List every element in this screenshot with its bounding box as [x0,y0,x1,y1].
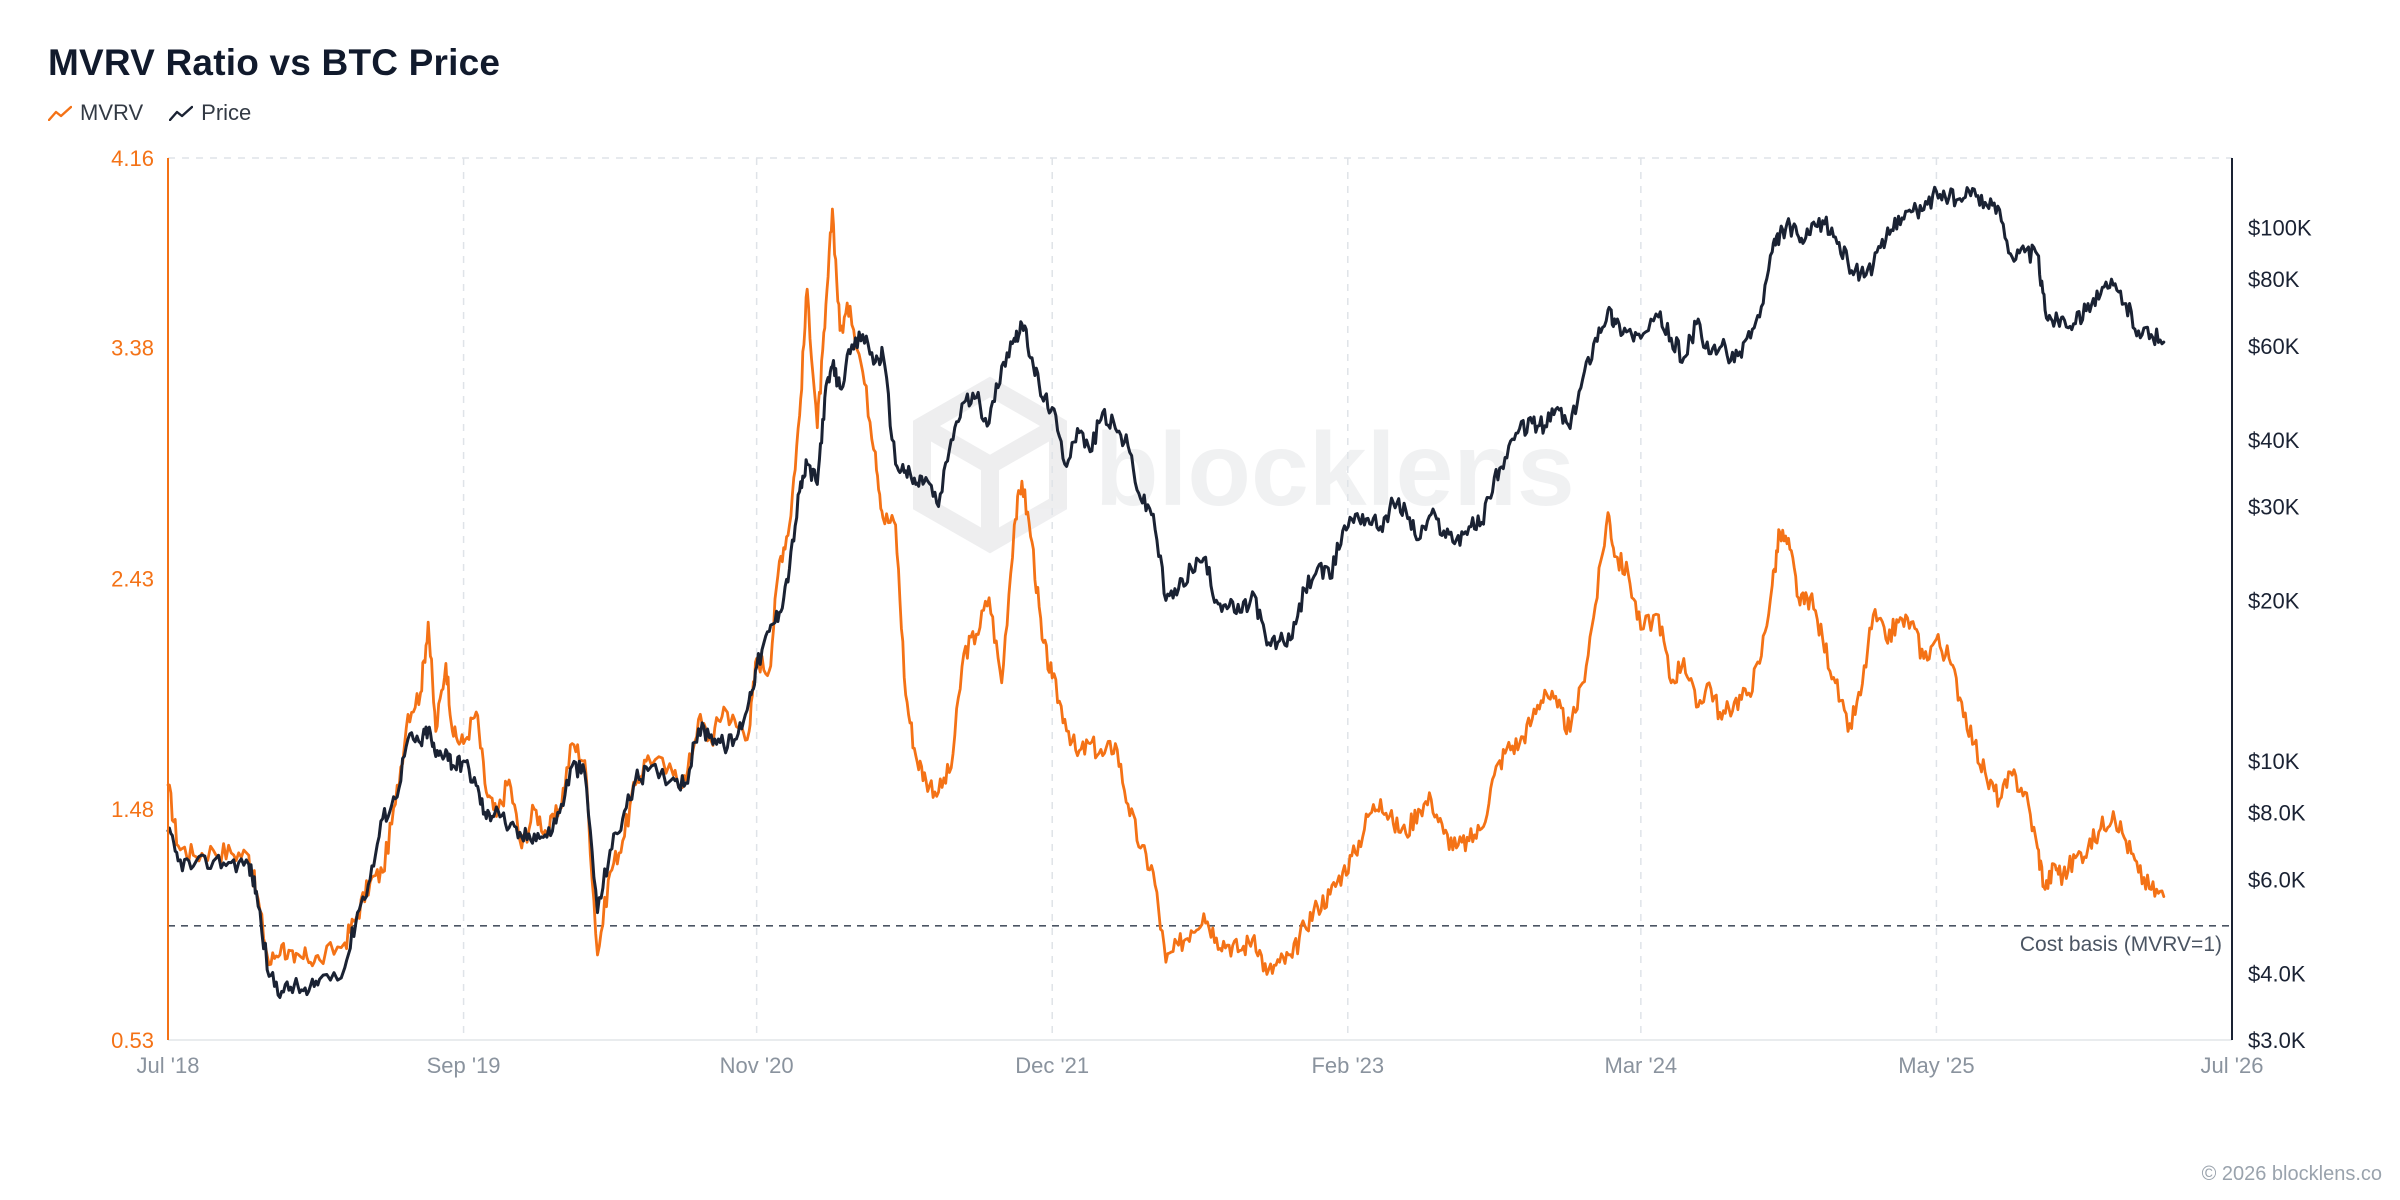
x-tick-label: Sep '19 [427,1053,501,1078]
series-line-mvrv [166,207,2166,976]
y-right-tick-label: $30K [2248,494,2300,519]
chart-title: MVRV Ratio vs BTC Price [48,42,501,83]
x-tick-label: Jul '18 [137,1053,200,1078]
y-right-tick-label: $60K [2248,334,2300,359]
y-right-tick-label: $3.0K [2248,1028,2306,1053]
y-right-tick-label: $40K [2248,428,2300,453]
x-tick-label: Feb '23 [1311,1053,1384,1078]
series-line-price [166,185,2166,999]
y-right-tick-label: $10K [2248,749,2300,774]
footer-credit: © 2026 blocklens.co [2201,1163,2382,1185]
y-right-tick-label: $20K [2248,588,2300,613]
y-left-tick-label: 1.48 [111,797,154,822]
x-tick-label: Jul '26 [2201,1053,2264,1078]
y-right-tick-label: $100K [2248,216,2312,241]
y-right-tick-label: $4.0K [2248,961,2306,986]
y-left-tick-label: 3.38 [111,336,154,361]
legend-label-mvrv: MVRV [80,100,144,125]
legend-label-price: Price [201,100,252,125]
y-left-tick-label: 2.43 [111,566,154,591]
y-right-tick-label: $8.0K [2248,801,2306,826]
cost-basis-label: Cost basis (MVRV=1) [2020,933,2222,956]
y-right-tick-label: $80K [2248,267,2300,292]
legend-item-price[interactable]: Price [169,100,251,126]
line-chart-icon [169,105,194,121]
line-chart-icon [48,105,72,121]
x-tick-label: May '25 [1898,1053,1974,1078]
x-tick-label: Dec '21 [1015,1053,1089,1078]
y-right-tick-label: $6.0K [2248,867,2306,892]
x-tick-label: Mar '24 [1605,1053,1678,1078]
x-tick-label: Nov '20 [720,1053,794,1078]
series-group [166,185,2166,999]
legend-item-mvrv[interactable]: MVRV [48,100,143,126]
reference-line-group: Cost basis (MVRV=1) [168,925,2232,956]
y-left-tick-label: 4.16 [111,146,154,171]
chart-legend: MVRV Price [48,100,251,126]
y-left-tick-label: 0.53 [111,1028,154,1053]
grid [168,157,2232,1040]
axes: Jul '18 Sep '19 Nov '20 Dec '21 Feb '23 Mar '… [111,146,2312,1078]
